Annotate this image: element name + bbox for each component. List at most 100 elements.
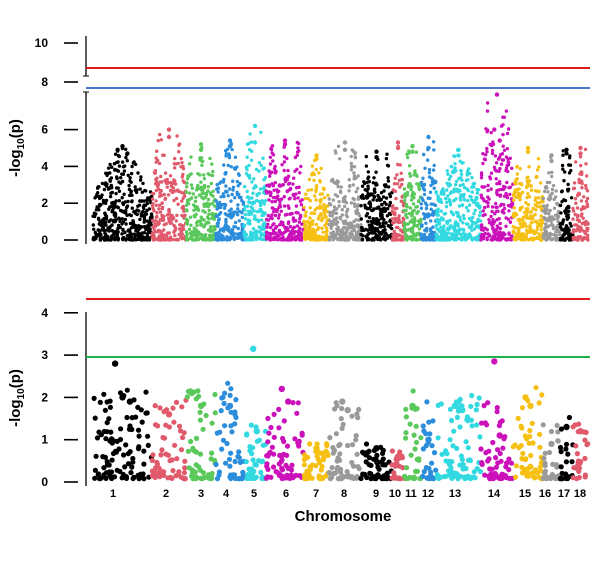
top-data-points [91,92,590,242]
data-point [202,238,206,242]
data-point [219,446,225,452]
chromosome-label: 18 [574,488,586,500]
data-point [102,216,106,221]
chromosome-5-points [242,123,268,242]
data-point [529,236,533,241]
data-point [293,230,297,234]
data-point [247,444,253,450]
data-point [456,190,460,194]
data-point [308,199,312,203]
data-point [432,186,436,190]
chromosome-7-points [302,153,331,242]
data-point [530,440,536,446]
data-point [533,198,537,203]
chromosome-label: 13 [449,488,461,500]
data-point [211,189,215,193]
chromosome-8-points [327,140,363,242]
data-point [497,419,503,425]
chromosome-9-points [359,149,394,242]
data-point [446,235,450,239]
data-point [496,209,500,213]
data-point [271,231,275,236]
data-point [349,442,356,448]
data-point [408,174,413,178]
chromosome-label: 16 [539,488,551,500]
peak-point [563,423,570,431]
data-point [444,205,449,209]
data-point [231,188,235,192]
data-point [96,216,101,220]
data-point [445,188,449,192]
data-point [537,444,543,450]
data-point [495,238,500,242]
data-point [146,196,150,200]
data-point [460,178,464,182]
data-point [161,435,168,441]
data-point [289,212,293,216]
data-point [138,178,143,182]
data-point [229,230,234,234]
data-point [153,221,157,226]
data-point [126,173,130,177]
data-point [106,462,112,468]
data-point [345,238,349,242]
data-point [97,194,101,199]
data-point [224,184,228,188]
peak-point [373,445,380,452]
data-point [149,468,155,474]
data-point [144,189,148,193]
data-point [365,212,370,216]
data-point [577,177,581,182]
data-point [128,176,132,180]
top-peak-point [314,153,319,158]
data-point [471,182,475,186]
data-point [352,174,357,178]
data-point [184,394,190,400]
data-point [397,233,401,237]
data-point [181,236,185,241]
data-point [155,149,159,153]
peak-point [198,147,204,152]
data-point [172,442,178,448]
data-point [533,212,537,217]
y-tick-label: 1 [41,433,48,447]
data-point [122,169,127,173]
data-point [529,214,533,218]
data-point [548,180,552,185]
chromosome-15-points [511,145,545,242]
data-point [499,471,505,478]
data-point [130,200,134,204]
data-point [517,237,521,241]
data-point [254,167,259,172]
data-point [223,212,227,216]
data-point [576,235,580,239]
data-point [219,227,223,231]
data-point [468,194,472,199]
data-point [343,219,348,223]
data-point [158,210,163,214]
data-point [156,228,161,232]
data-point [159,174,163,179]
data-point [471,469,477,475]
data-point [574,201,578,205]
data-point [442,192,446,196]
data-point [304,192,308,196]
data-point [104,420,110,426]
data-point [551,183,556,188]
data-point [546,237,550,241]
data-point [325,452,331,459]
data-point [243,459,249,465]
data-point [162,228,166,232]
data-point [450,170,455,174]
data-point [117,154,122,159]
data-point [295,400,301,406]
data-point [329,465,335,471]
data-point [493,232,498,237]
data-point [276,406,282,412]
data-point [438,219,442,223]
chromosome-18-points [570,421,591,482]
data-point [207,217,211,221]
data-point [349,459,355,466]
data-point [249,466,255,472]
data-point [265,191,269,195]
